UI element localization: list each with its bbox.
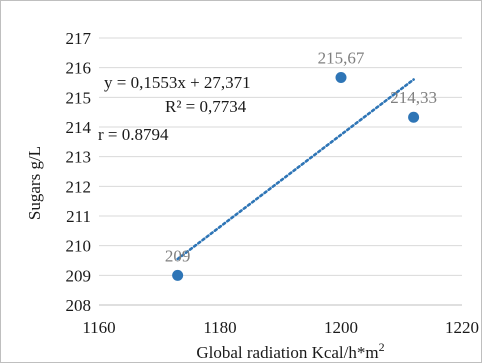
y-tick-label: 213: [66, 148, 92, 167]
data-label: 215,67: [318, 48, 365, 67]
x-tick-label: 1220: [445, 318, 479, 337]
grid-lines: [99, 37, 462, 276]
data-label: 209: [165, 246, 191, 265]
y-tick-label: 212: [66, 177, 92, 196]
y-tick-label: 208: [66, 296, 92, 315]
data-labels: 209 215,67 214,33: [165, 48, 437, 265]
y-tick-label: 210: [66, 237, 92, 256]
y-tick-label: 215: [66, 88, 92, 107]
y-tick-label: 209: [66, 266, 92, 285]
x-axis-title-main: Global radiation Kcal/h*m: [196, 343, 378, 362]
y-tick-labels: 208 209 210 211 212 213 214 215 216 217: [66, 29, 92, 315]
trendline: [176, 78, 415, 261]
x-axis-title: Global radiation Kcal/h*m2: [196, 340, 384, 362]
r-annotation: r = 0.8794: [98, 125, 169, 144]
y-tick-label: 214: [66, 118, 92, 137]
r-squared-annotation: R² = 0,7734: [165, 97, 247, 116]
data-point: [335, 71, 347, 83]
y-tick-label: 217: [66, 29, 92, 48]
x-tick-label: 1160: [82, 318, 115, 337]
x-tick-label: 1180: [203, 318, 236, 337]
x-axis-title-superscript: 2: [379, 340, 385, 354]
y-tick-label: 211: [66, 207, 91, 226]
equation-annotation: y = 0,1553x + 27,371: [104, 73, 251, 92]
data-point: [172, 269, 184, 281]
data-points: [172, 71, 420, 281]
x-tick-labels: 1160 1180 1200 1220: [82, 318, 479, 337]
y-tick-label: 216: [66, 59, 92, 78]
x-tick-label: 1200: [324, 318, 358, 337]
data-point: [408, 111, 420, 123]
data-label: 214,33: [390, 88, 437, 107]
y-axis-title: Sugars g/L: [25, 146, 44, 220]
